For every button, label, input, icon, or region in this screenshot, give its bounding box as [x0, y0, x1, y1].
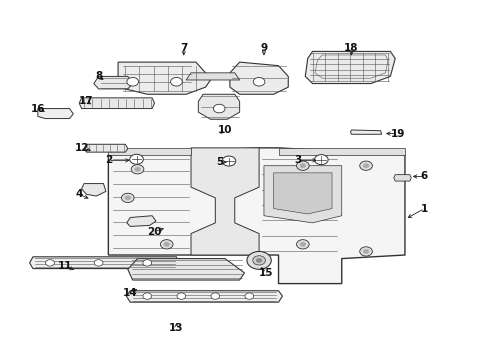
Circle shape [129, 154, 143, 164]
Polygon shape [79, 98, 154, 109]
Circle shape [170, 77, 182, 86]
Circle shape [126, 77, 138, 86]
Circle shape [299, 163, 305, 168]
Text: 18: 18 [344, 43, 358, 53]
Text: 20: 20 [147, 227, 162, 237]
Polygon shape [350, 130, 381, 134]
Circle shape [363, 163, 368, 168]
Circle shape [252, 256, 265, 265]
Polygon shape [84, 144, 127, 152]
Text: 7: 7 [180, 43, 187, 53]
Text: 17: 17 [79, 96, 94, 107]
Text: 4: 4 [75, 189, 82, 199]
Text: 10: 10 [217, 125, 232, 135]
Circle shape [253, 77, 264, 86]
Circle shape [163, 242, 169, 247]
Polygon shape [127, 258, 244, 280]
Polygon shape [229, 62, 287, 94]
Text: 13: 13 [169, 323, 183, 333]
Circle shape [244, 293, 253, 299]
Circle shape [142, 293, 151, 299]
Polygon shape [191, 148, 259, 255]
Circle shape [213, 104, 224, 113]
Circle shape [363, 249, 368, 253]
Circle shape [299, 242, 305, 247]
Polygon shape [198, 94, 239, 119]
Text: 6: 6 [420, 171, 427, 181]
Circle shape [256, 258, 262, 262]
Circle shape [359, 247, 372, 256]
Polygon shape [126, 291, 282, 302]
Circle shape [121, 193, 134, 203]
Polygon shape [30, 257, 179, 269]
Circle shape [222, 156, 235, 166]
Polygon shape [118, 62, 210, 94]
Polygon shape [278, 148, 404, 155]
Circle shape [296, 240, 308, 249]
Circle shape [359, 161, 372, 170]
Text: 9: 9 [260, 43, 267, 53]
Text: 2: 2 [104, 156, 112, 165]
Text: 1: 1 [420, 203, 427, 213]
Circle shape [160, 240, 173, 249]
Circle shape [134, 167, 140, 171]
Text: 3: 3 [294, 156, 301, 165]
Polygon shape [126, 216, 156, 226]
Polygon shape [273, 173, 331, 214]
Polygon shape [393, 175, 410, 181]
Circle shape [124, 196, 130, 200]
Text: 5: 5 [216, 157, 224, 167]
Circle shape [45, 260, 54, 266]
Text: 12: 12 [74, 143, 89, 153]
Polygon shape [264, 166, 341, 223]
Polygon shape [108, 148, 191, 155]
Text: 16: 16 [31, 104, 45, 113]
Polygon shape [94, 76, 132, 89]
Polygon shape [38, 109, 73, 118]
Polygon shape [81, 184, 106, 196]
Polygon shape [108, 148, 404, 284]
Polygon shape [305, 51, 394, 84]
Circle shape [177, 293, 185, 299]
Circle shape [296, 161, 308, 170]
Text: 14: 14 [122, 288, 137, 297]
Circle shape [94, 260, 103, 266]
Polygon shape [186, 73, 239, 80]
Circle shape [210, 293, 219, 299]
Circle shape [142, 260, 151, 266]
Text: 8: 8 [95, 71, 102, 81]
Text: 19: 19 [390, 129, 404, 139]
Circle shape [131, 165, 143, 174]
Circle shape [314, 155, 327, 165]
Text: 11: 11 [57, 261, 72, 271]
Circle shape [246, 251, 271, 269]
Text: 15: 15 [259, 268, 273, 278]
